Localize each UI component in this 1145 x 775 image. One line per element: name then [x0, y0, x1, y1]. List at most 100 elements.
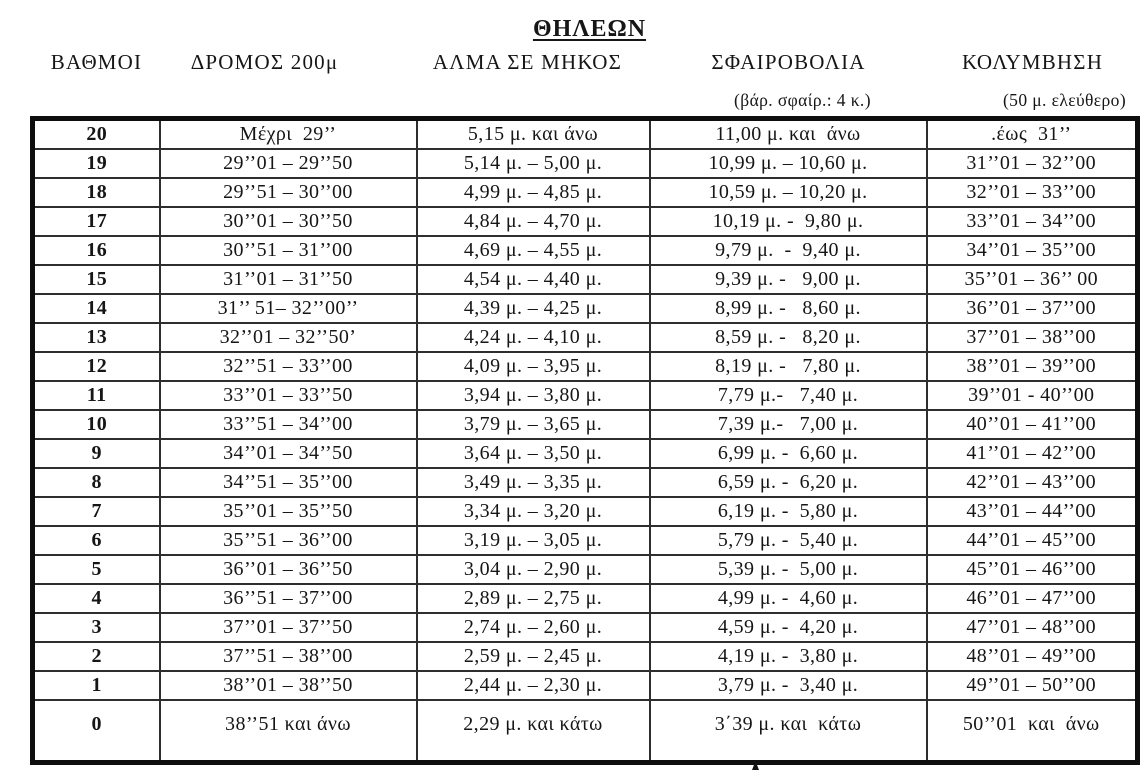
run-200m-cell: 33’’01 – 33’’50	[158, 380, 418, 411]
swim-cell: 41’’01 – 42’’00	[925, 438, 1139, 469]
score-table: 20 Μέχρι 29’’ 5,15 μ. και άνω 11,00 μ. και …	[30, 116, 1140, 765]
shot-put-cell: 10,99 μ. – 10,60 μ.	[648, 148, 928, 179]
swim-cell: 43’’01 – 44’’00	[925, 496, 1139, 527]
points-cell: 9	[31, 438, 161, 469]
swim-cell: 48’’01 – 49’’00	[925, 641, 1139, 672]
table-row: 6 35’’51 – 36’’00 3,19 μ. – 3,05 μ. 5,79 μ.…	[31, 525, 1139, 556]
run-200m-cell: 29’’01 – 29’’50	[158, 148, 418, 179]
long-jump-cell: 4,69 μ. – 4,55 μ.	[415, 235, 651, 266]
col-header-swim: ΚΟΛΥΜΒΗΣΗ	[927, 50, 1138, 75]
points-cell: 13	[31, 322, 161, 353]
shot-put-cell: 5,39 μ. - 5,00 μ.	[648, 554, 928, 585]
swim-style-note-label: (50 μ. ελεύθερο)	[1002, 90, 1127, 110]
run-200m-cell: 33’’51 – 34’’00	[158, 409, 418, 440]
run-200m-cell: 30’’01 – 30’’50	[158, 206, 418, 237]
shot-put-weight-note: (βάρ. σφαίρ.: 4 κ.)	[650, 90, 927, 111]
run-200m-cell: Μέχρι 29’’	[158, 117, 418, 150]
points-cell: 11	[31, 380, 161, 411]
table-row: 10 33’’51 – 34’’00 3,79 μ. – 3,65 μ. 7,39 μ…	[31, 409, 1139, 440]
shot-put-cell: 7,39 μ.- 7,00 μ.	[648, 409, 928, 440]
shot-put-cell: 6,19 μ. - 5,80 μ.	[648, 496, 928, 527]
shot-put-cell: 9,39 μ. - 9,00 μ.	[648, 264, 928, 295]
points-cell: 16	[31, 235, 161, 266]
long-jump-cell: 2,29 μ. και κάτω	[415, 699, 651, 764]
table-row: 3 37’’01 – 37’’50 2,74 μ. – 2,60 μ. 4,59 μ.…	[31, 612, 1139, 643]
swim-style-note: (50 μ. ελεύθερο)	[927, 90, 1138, 111]
shot-put-weight-note-label: (βάρ. σφαίρ.: 4 κ.)	[734, 90, 871, 110]
table-row: 7 35’’01 – 35’’50 3,34 μ. – 3,20 μ. 6,19 μ.…	[31, 496, 1139, 527]
table-row: 18 29’’51 – 30’’00 4,99 μ. – 4,85 μ. 10,59 …	[31, 177, 1139, 208]
swim-cell: 49’’01 – 50’’00	[925, 670, 1139, 701]
col-header-run-200m: ΔΡΟΜΟΣ 200μ	[160, 50, 417, 75]
run-200m-cell: 30’’51 – 31’’00	[158, 235, 418, 266]
run-200m-cell: 35’’51 – 36’’00	[158, 525, 418, 556]
points-cell: 12	[31, 351, 161, 382]
swim-cell: 45’’01 – 46’’00	[925, 554, 1139, 585]
swim-cell: 31’’01 – 32’’00	[925, 148, 1139, 179]
points-cell: 15	[31, 264, 161, 295]
long-jump-cell: 3,79 μ. – 3,65 μ.	[415, 409, 651, 440]
run-200m-cell: 36’’51 – 37’’00	[158, 583, 418, 614]
shot-put-cell: 6,59 μ. - 6,20 μ.	[648, 467, 928, 498]
table-row: 9 34’’01 – 34’’50 3,64 μ. – 3,50 μ. 6,99 μ.…	[31, 438, 1139, 469]
long-jump-cell: 2,44 μ. – 2,30 μ.	[415, 670, 651, 701]
points-cell: 7	[31, 496, 161, 527]
points-cell: 18	[31, 177, 161, 208]
run-200m-cell: 35’’01 – 35’’50	[158, 496, 418, 527]
run-200m-cell: 38’’51 και άνω	[158, 699, 418, 764]
long-jump-cell: 3,94 μ. – 3,80 μ.	[415, 380, 651, 411]
shot-put-cell: 8,99 μ. - 8,60 μ.	[648, 293, 928, 324]
long-jump-cell: 3,64 μ. – 3,50 μ.	[415, 438, 651, 469]
long-jump-cell: 3,19 μ. – 3,05 μ.	[415, 525, 651, 556]
subheader-spacer	[417, 90, 650, 111]
col-header-points: ΒΑΘΜΟΙ	[33, 50, 160, 75]
shot-put-cell: 9,79 μ. - 9,40 μ.	[648, 235, 928, 266]
score-table-body: 20 Μέχρι 29’’ 5,15 μ. και άνω 11,00 μ. και …	[31, 117, 1139, 764]
run-200m-cell: 36’’01 – 36’’50	[158, 554, 418, 585]
shot-put-cell: 10,19 μ. - 9,80 μ.	[648, 206, 928, 237]
page-bottom-artifact	[752, 761, 759, 770]
shot-put-cell: 7,79 μ.- 7,40 μ.	[648, 380, 928, 411]
swim-cell: 38’’01 – 39’’00	[925, 351, 1139, 382]
shot-put-cell: 10,59 μ. – 10,20 μ.	[648, 177, 928, 208]
swim-cell: 46’’01 – 47’’00	[925, 583, 1139, 614]
shot-put-cell: 6,99 μ. - 6,60 μ.	[648, 438, 928, 469]
col-header-long-jump-label: ΑΛΜΑ ΣΕ ΜΗΚΟΣ	[432, 50, 623, 74]
run-200m-cell: 37’’01 – 37’’50	[158, 612, 418, 643]
points-cell: 14	[31, 293, 161, 324]
shot-put-cell: 8,59 μ. - 8,20 μ.	[648, 322, 928, 353]
swim-cell: 47’’01 – 48’’00	[925, 612, 1139, 643]
points-cell: 8	[31, 467, 161, 498]
long-jump-cell: 2,59 μ. – 2,45 μ.	[415, 641, 651, 672]
points-cell: 6	[31, 525, 161, 556]
subheader-spacer	[33, 90, 160, 111]
shot-put-cell: 5,79 μ. - 5,40 μ.	[648, 525, 928, 556]
run-200m-cell: 31’’ 51– 32’’00’’	[158, 293, 418, 324]
shot-put-cell: 3,79 μ. - 3,40 μ.	[648, 670, 928, 701]
table-row: 4 36’’51 – 37’’00 2,89 μ. – 2,75 μ. 4,99 μ.…	[31, 583, 1139, 614]
points-cell: 19	[31, 148, 161, 179]
column-headers: ΒΑΘΜΟΙ ΔΡΟΜΟΣ 200μ ΑΛΜΑ ΣΕ ΜΗΚΟΣ ΣΦΑΙΡΟΒ…	[33, 50, 1138, 75]
points-cell: 17	[31, 206, 161, 237]
long-jump-cell: 2,74 μ. – 2,60 μ.	[415, 612, 651, 643]
table-row: 17 30’’01 – 30’’50 4,84 μ. – 4,70 μ. 10,19 …	[31, 206, 1139, 237]
table-row: 5 36’’01 – 36’’50 3,04 μ. – 2,90 μ. 5,39 μ.…	[31, 554, 1139, 585]
points-cell: 3	[31, 612, 161, 643]
long-jump-cell: 4,09 μ. – 3,95 μ.	[415, 351, 651, 382]
shot-put-cell: 4,99 μ. - 4,60 μ.	[648, 583, 928, 614]
table-row: 16 30’’51 – 31’’00 4,69 μ. – 4,55 μ. 9,79 μ…	[31, 235, 1139, 266]
col-header-run-200m-label: ΔΡΟΜΟΣ 200μ	[190, 50, 339, 74]
table-row: 14 31’’ 51– 32’’00’’ 4,39 μ. – 4,25 μ. 8,99…	[31, 293, 1139, 324]
run-200m-cell: 29’’51 – 30’’00	[158, 177, 418, 208]
run-200m-cell: 31’’01 – 31’’50	[158, 264, 418, 295]
swim-cell: 50’’01 και άνω	[925, 699, 1139, 764]
long-jump-cell: 3,04 μ. – 2,90 μ.	[415, 554, 651, 585]
run-200m-cell: 32’’01 – 32’’50’	[158, 322, 418, 353]
subheader-spacer	[160, 90, 417, 111]
shot-put-cell: 8,19 μ. - 7,80 μ.	[648, 351, 928, 382]
long-jump-cell: 3,34 μ. – 3,20 μ.	[415, 496, 651, 527]
swim-cell: 34’’01 – 35’’00	[925, 235, 1139, 266]
col-header-shot-put: ΣΦΑΙΡΟΒΟΛΙΑ	[650, 50, 927, 75]
table-row: 11 33’’01 – 33’’50 3,94 μ. – 3,80 μ. 7,79 μ…	[31, 380, 1139, 411]
swim-cell: 39’’01 - 40’’00	[925, 380, 1139, 411]
